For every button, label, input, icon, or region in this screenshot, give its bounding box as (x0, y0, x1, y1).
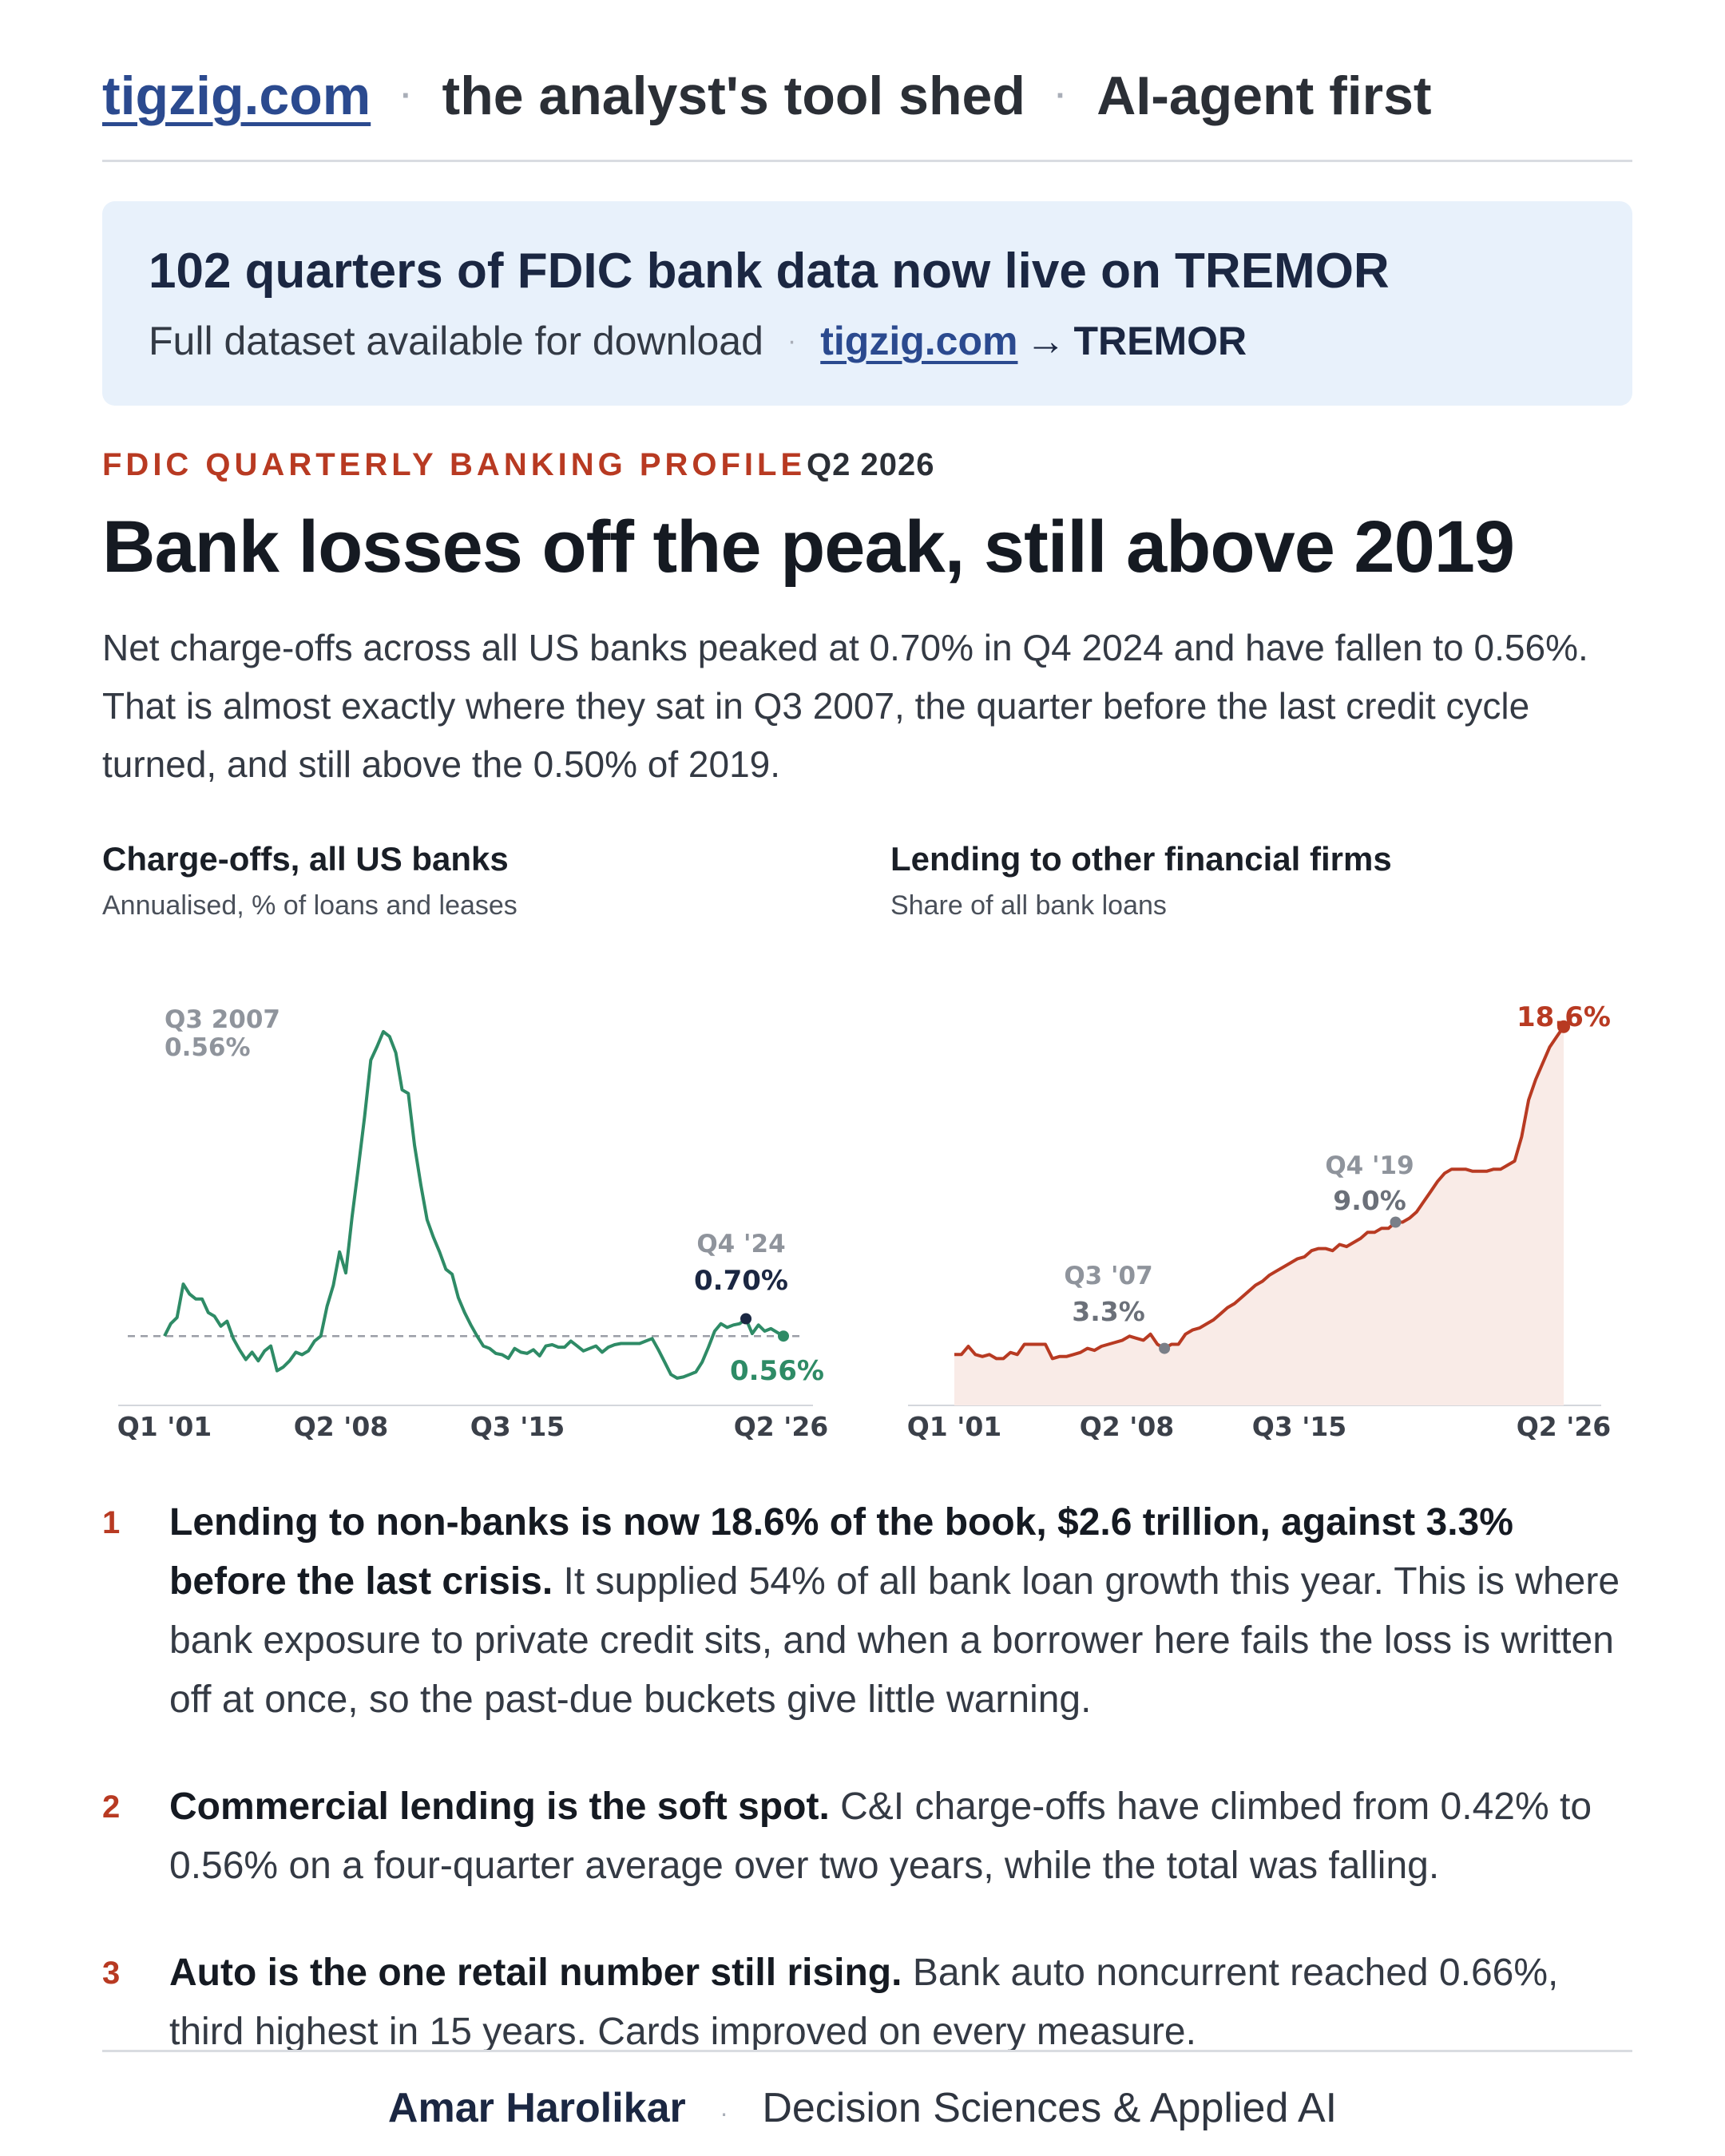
section-eyebrow: FDIC QUARTERLY BANKING PROFILE (102, 447, 807, 482)
footer: Amar Harolikar · Decision Sciences & App… (0, 2076, 1725, 2145)
annotation-value: 9.0% (1333, 1185, 1406, 1216)
tagline-secondary: AI-agent first (1096, 65, 1432, 126)
point-lead: Commercial lending is the soft spot. (169, 1785, 830, 1828)
annotation-dot (1159, 1342, 1171, 1354)
annotation-dot (778, 1330, 789, 1342)
point-body: C&I charge-offs have climbed from 0.42% … (169, 1785, 1592, 1887)
site-header: tigzig.com · the analyst's tool shed · A… (102, 56, 1632, 136)
point-body: It supplied 54% of all bank loan growth … (169, 1560, 1620, 1721)
banner-title: 102 quarters of FDIC bank data now live … (149, 244, 1390, 299)
point-text: Lending to non-banks is now 18.6% of the… (169, 1493, 1632, 1730)
x-tick-label: Q2 '26 (1517, 1411, 1612, 1442)
report-date: Q2 2026 (807, 447, 935, 482)
author-name: Amar Harolikar (387, 2085, 686, 2131)
banner-subtitle-text: Full dataset available for download (149, 319, 763, 363)
separator-dot: · (787, 326, 797, 356)
x-tick-label: Q1 '01 (907, 1411, 1002, 1442)
key-points-list: 1 Lending to non-banks is now 18.6% of t… (102, 1493, 1632, 2110)
series-line (163, 1029, 785, 1380)
author-role: Decision Sciences & Applied AI (762, 2085, 1338, 2131)
announcement-banner: 102 quarters of FDIC bank data now live … (102, 201, 1632, 406)
point-text: Commercial lending is the soft spot. C&I… (169, 1778, 1632, 1896)
point-text: Auto is the one retail number still risi… (169, 1944, 1632, 2062)
point-number: 1 (102, 1505, 121, 1540)
key-point: 1 Lending to non-banks is now 18.6% of t… (102, 1493, 1632, 1730)
banner-target: TREMOR (1073, 319, 1247, 363)
banner-link[interactable]: tigzig.com (820, 319, 1018, 363)
annotation-dot (1390, 1216, 1402, 1228)
annotation-label: Q3 2007 (165, 1005, 280, 1034)
x-tick-label: Q2 '08 (1080, 1411, 1175, 1442)
point-lead: Lending to non-banks is now 18.6% of the… (169, 1501, 1513, 1603)
tagline: the analyst's tool shed (442, 65, 1025, 126)
footer-divider (102, 2050, 1632, 2052)
annotation-label: Q4 '24 (696, 1230, 785, 1258)
nonbank-lending-chart: Q1 '01 Q2 '08 Q3 '15 Q2 '26 Q3 '07 3.3% Q4 '19… (907, 1001, 1612, 1442)
annotation-value: 0.56% (165, 1033, 251, 1062)
lede-paragraph: Net charge-offs across all US banks peak… (102, 627, 1588, 785)
annotation-value: 18.6% (1517, 1001, 1611, 1033)
annotation-label: Q4 '19 (1325, 1151, 1414, 1180)
left-chart-subtitle: Annualised, % of loans and leases (102, 890, 518, 921)
x-tick-label: Q3 '15 (1252, 1411, 1347, 1442)
x-tick-label: Q2 '08 (294, 1411, 389, 1442)
left-chart-title: Charge-offs, all US banks (102, 840, 509, 878)
brand-link[interactable]: tigzig.com (102, 65, 371, 126)
point-number: 3 (102, 1956, 121, 1991)
annotation-label: Q3 '07 (1064, 1262, 1152, 1290)
annotation-dot (1557, 1020, 1570, 1033)
arrow-icon: → (1025, 319, 1066, 363)
page-title: Bank losses off the peak, still above 20… (102, 506, 1515, 588)
annotation-dot (740, 1313, 752, 1325)
key-point: 3 Auto is the one retail number still ri… (102, 1944, 1632, 2062)
banner-subtitle: Full dataset available for download · ti… (149, 313, 1586, 369)
x-tick-label: Q1 '01 (117, 1411, 212, 1442)
annotation-value: 3.3% (1072, 1296, 1145, 1327)
series-area (954, 1026, 1564, 1405)
right-chart-subtitle: Share of all bank loans (890, 890, 1167, 921)
separator-dot: · (1055, 77, 1067, 113)
point-number: 2 (102, 1789, 121, 1825)
separator-dot: · (401, 77, 412, 113)
point-body: Bank auto noncurrent reached 0.66%, thir… (169, 1952, 1559, 2053)
series-line (954, 1025, 1565, 1361)
header-divider (102, 160, 1632, 162)
key-point: 2 Commercial lending is the soft spot. C… (102, 1778, 1632, 1896)
x-tick-label: Q3 '15 (470, 1411, 565, 1442)
separator-dot: · (720, 2099, 728, 2127)
annotation-value: 0.70% (694, 1265, 788, 1297)
point-lead: Auto is the one retail number still risi… (169, 1952, 902, 1994)
annotation-value: 0.56% (730, 1355, 824, 1387)
right-chart-title: Lending to other financial firms (890, 840, 1392, 878)
x-tick-label: Q2 '26 (734, 1411, 829, 1442)
